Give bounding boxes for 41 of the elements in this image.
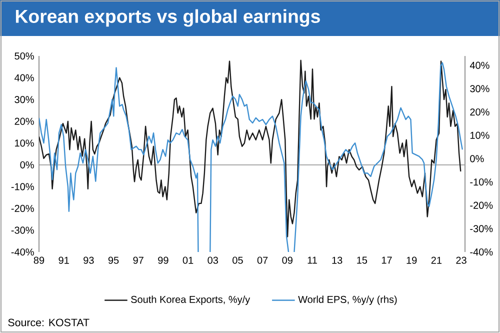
x-tick-label: 17 [382, 256, 392, 264]
y2-tick-label: 20% [470, 108, 490, 116]
legend-label: South Korea Exports, %y/y [131, 296, 250, 305]
y-tick-label: 50% [14, 52, 34, 60]
y2-tick-label: -40% [470, 248, 493, 256]
y2-tick-label: -30% [470, 225, 493, 232]
x-tick-label: 23 [456, 256, 466, 264]
y-tick-label: 40% [14, 74, 34, 82]
y2-tick-label: -10% [470, 178, 493, 186]
x-tick-label: 91 [58, 256, 69, 264]
y-tick-label: 30% [14, 96, 34, 104]
x-tick-label: 19 [406, 256, 417, 264]
x-tick-label: 89 [34, 256, 44, 264]
x-tick-label: 99 [158, 256, 168, 264]
x-tick-label: 15 [357, 256, 368, 264]
chart-title: Korean exports vs global earnings [16, 9, 320, 27]
y-tick-label: 10% [15, 140, 34, 147]
x-tick-label: 97 [133, 256, 144, 264]
y-tick-label: -20% [11, 204, 34, 212]
x-tick-label: 13 [332, 256, 342, 264]
x-tick-label: 01 [182, 256, 194, 264]
y2-tick-label: 10% [470, 132, 490, 139]
y2-tick-label: 30% [470, 85, 490, 92]
x-tick-label: 93 [84, 256, 94, 264]
y-tick-label: -10% [11, 183, 34, 190]
y-tick-label: 20% [14, 118, 34, 125]
source-note: Source: KOSTAT [8, 318, 90, 326]
x-tick-label: 95 [108, 256, 119, 264]
y2-tick-label: 40% [470, 62, 490, 69]
y-tick-label: 0% [20, 161, 34, 168]
y-tick-label: -30% [11, 226, 34, 234]
legend-label: World EPS, %y/y (rhs) [298, 296, 397, 305]
x-tick-label: 21 [431, 256, 442, 264]
x-tick-label: 11 [308, 256, 317, 264]
x-tick-label: 05 [232, 256, 243, 264]
x-tick-label: 07 [257, 256, 268, 264]
y-tick-label: -40% [11, 248, 34, 256]
x-tick-label: 03 [208, 256, 218, 264]
y2-tick-label: 0% [470, 155, 484, 162]
y2-tick-label: -20% [470, 202, 493, 209]
x-tick-label: 09 [282, 256, 292, 264]
